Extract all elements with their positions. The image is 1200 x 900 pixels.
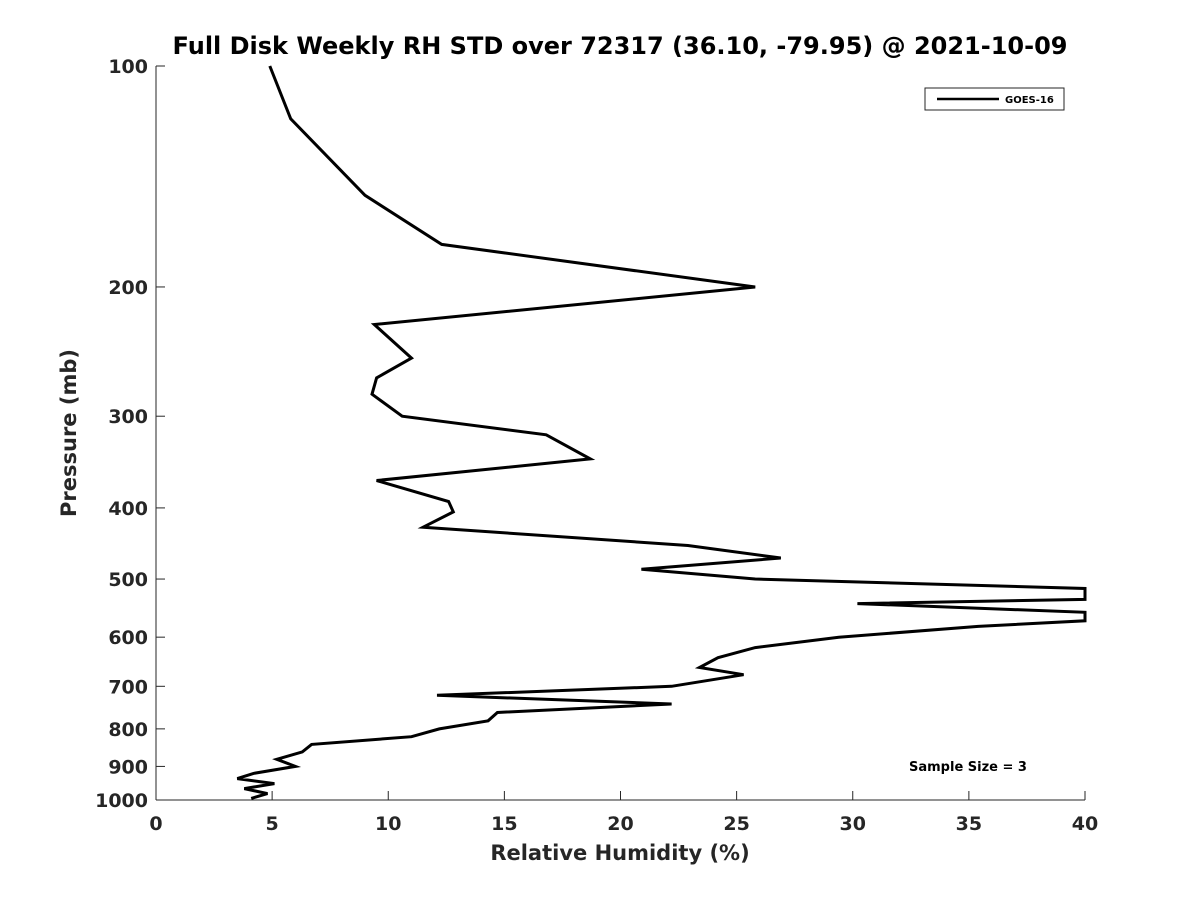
y-tick-label: 900 [108,756,148,778]
sample-size-annotation: Sample Size = 3 [909,760,1027,775]
y-tick-label: 100 [108,56,148,78]
x-axis-label: Relative Humidity (%) [490,841,749,865]
x-tick-label: 30 [840,813,866,835]
x-tick-label: 10 [375,813,401,835]
x-tick-label: 40 [1072,813,1098,835]
y-axis-label: Pressure (mb) [57,349,81,517]
series-line-goes-16 [236,65,1087,800]
y-tick-label: 1000 [95,790,148,812]
x-tick-label: 5 [266,813,279,835]
x-tick-label: 0 [149,813,162,835]
y-tick-label: 400 [108,498,148,520]
x-tick-label: 15 [491,813,517,835]
chart-title: Full Disk Weekly RH STD over 72317 (36.1… [173,32,1068,60]
y-tick-label: 800 [108,719,148,741]
x-tick-label: 35 [956,813,982,835]
series-layer [236,65,1087,800]
legend: GOES-16 [924,87,1065,111]
y-tick-label: 300 [108,406,148,428]
y-tick-label: 500 [108,569,148,591]
legend-label: GOES-16 [1005,95,1054,106]
y-tick-label: 200 [108,277,148,299]
x-axis-ticks: 0 5 10 15 20 25 30 35 40 [149,791,1098,835]
x-tick-label: 20 [607,813,633,835]
y-tick-label: 600 [108,627,148,649]
x-tick-label: 25 [723,813,749,835]
y-axis-ticks: 100 200 300 400 500 600 700 800 900 1000 [95,56,165,812]
y-tick-label: 700 [108,676,148,698]
